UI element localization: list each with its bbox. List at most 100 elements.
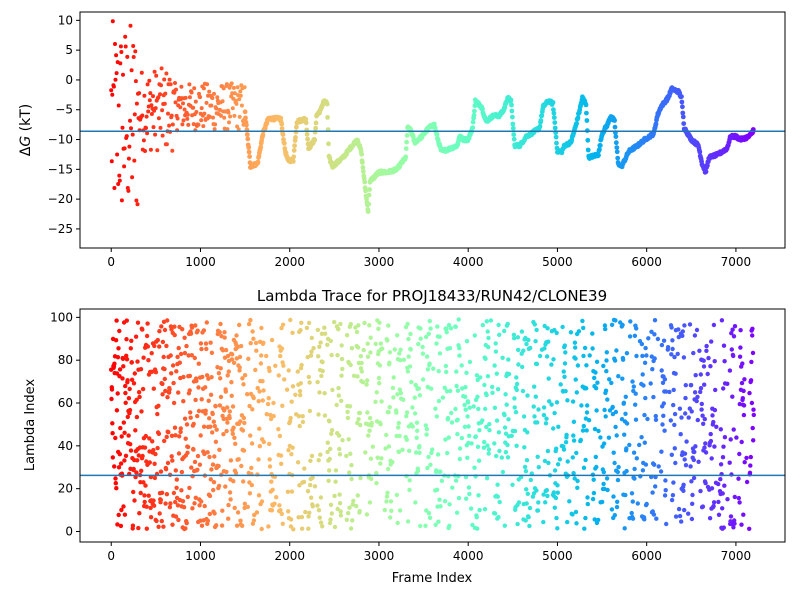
- lambda-point: [601, 363, 606, 369]
- lambda-point: [174, 485, 179, 490]
- lambda-point: [742, 460, 747, 465]
- delta-g-point: [170, 148, 175, 153]
- lambda-point: [447, 346, 453, 351]
- lambda-point: [251, 518, 257, 523]
- lambda-point: [117, 328, 122, 334]
- lambda-point: [635, 501, 640, 506]
- lambda-point: [354, 503, 359, 509]
- lambda-point: [741, 388, 746, 394]
- lambda-point: [178, 351, 184, 357]
- lambda-point: [428, 326, 433, 331]
- delta-g-point: [120, 125, 125, 130]
- lambda-point: [698, 372, 703, 377]
- lambda-point: [187, 388, 192, 393]
- delta-g-point: [194, 110, 199, 114]
- lambda-point: [384, 432, 389, 438]
- lambda-point: [248, 317, 253, 323]
- lambda-point: [690, 501, 695, 506]
- lambda-point: [584, 386, 589, 391]
- lambda-point: [466, 424, 471, 429]
- delta-g-point: [511, 136, 517, 142]
- lambda-point: [226, 516, 231, 521]
- lambda-point: [344, 517, 349, 522]
- lambda-point: [351, 498, 356, 504]
- lambda-point: [449, 420, 455, 425]
- delta-g-point: [403, 146, 409, 152]
- delta-g-point: [181, 101, 185, 106]
- lambda-point: [699, 407, 704, 412]
- lambda-point: [679, 415, 684, 420]
- lambda-point: [670, 338, 675, 343]
- delta-g-point: [434, 132, 440, 137]
- lambda-point: [656, 464, 661, 469]
- lambda-point: [624, 351, 630, 356]
- lambda-point: [698, 386, 704, 391]
- lambda-point: [515, 521, 520, 527]
- lambda-point: [672, 446, 677, 451]
- lambda-point: [171, 400, 177, 406]
- delta-g-point: [404, 133, 410, 138]
- lambda-point: [739, 522, 744, 527]
- delta-g-point: [163, 91, 168, 96]
- lambda-point: [196, 408, 202, 414]
- lambda-point: [564, 432, 569, 438]
- lambda-point: [185, 450, 190, 455]
- lambda-point: [434, 341, 439, 346]
- delta-g-point: [134, 198, 139, 203]
- lambda-point: [116, 346, 121, 351]
- lambda-point: [693, 373, 698, 378]
- delta-g-point: [615, 155, 621, 161]
- lambda-point: [677, 406, 683, 411]
- lambda-point: [190, 506, 195, 511]
- lambda-point: [369, 476, 374, 481]
- lambda-point: [484, 424, 489, 430]
- lambda-point: [683, 411, 688, 416]
- lambda-point: [718, 462, 724, 467]
- lambda-point: [546, 460, 551, 466]
- lambda-point: [692, 333, 698, 338]
- lambda-point: [337, 446, 342, 452]
- lambda-point: [355, 374, 360, 379]
- lambda-point: [135, 320, 141, 325]
- lambda-point: [750, 326, 755, 331]
- lambda-point: [260, 379, 265, 384]
- lambda-point: [298, 393, 303, 398]
- lambda-point: [325, 342, 330, 347]
- lambda-point: [683, 463, 689, 468]
- lambda-point: [519, 329, 525, 334]
- lambda-point: [212, 454, 217, 459]
- lambda-point: [161, 354, 166, 360]
- lambda-point: [623, 411, 628, 416]
- lambda-point: [571, 433, 576, 438]
- delta-g-point: [230, 106, 235, 111]
- lambda-point: [486, 451, 491, 456]
- lambda-point: [703, 480, 708, 486]
- lambda-point: [555, 526, 560, 531]
- lambda-point: [328, 446, 333, 452]
- lambda-point: [115, 355, 121, 360]
- lambda-point: [185, 444, 191, 450]
- delta-g-point: [225, 127, 230, 132]
- y-tick-label: −20: [48, 192, 73, 206]
- lambda-point: [247, 403, 252, 409]
- delta-g-point: [681, 121, 687, 126]
- lambda-point: [335, 506, 340, 512]
- delta-g-point: [313, 120, 319, 126]
- lambda-point: [423, 334, 429, 340]
- lambda-point: [140, 327, 145, 332]
- lambda-point: [528, 477, 533, 483]
- lambda-point: [117, 367, 123, 372]
- lambda-point: [415, 428, 420, 433]
- lambda-point: [253, 340, 259, 346]
- lambda-point: [682, 323, 687, 328]
- lambda-point: [151, 447, 156, 453]
- delta-g-point: [152, 69, 157, 74]
- delta-g-point: [596, 152, 601, 158]
- lambda-point: [502, 523, 507, 528]
- y-tick-label: 20: [58, 482, 73, 496]
- lambda-point: [347, 404, 353, 409]
- lambda-point: [317, 515, 322, 520]
- lambda-point: [367, 415, 373, 421]
- lambda-point: [320, 368, 325, 374]
- lambda-point: [261, 388, 266, 393]
